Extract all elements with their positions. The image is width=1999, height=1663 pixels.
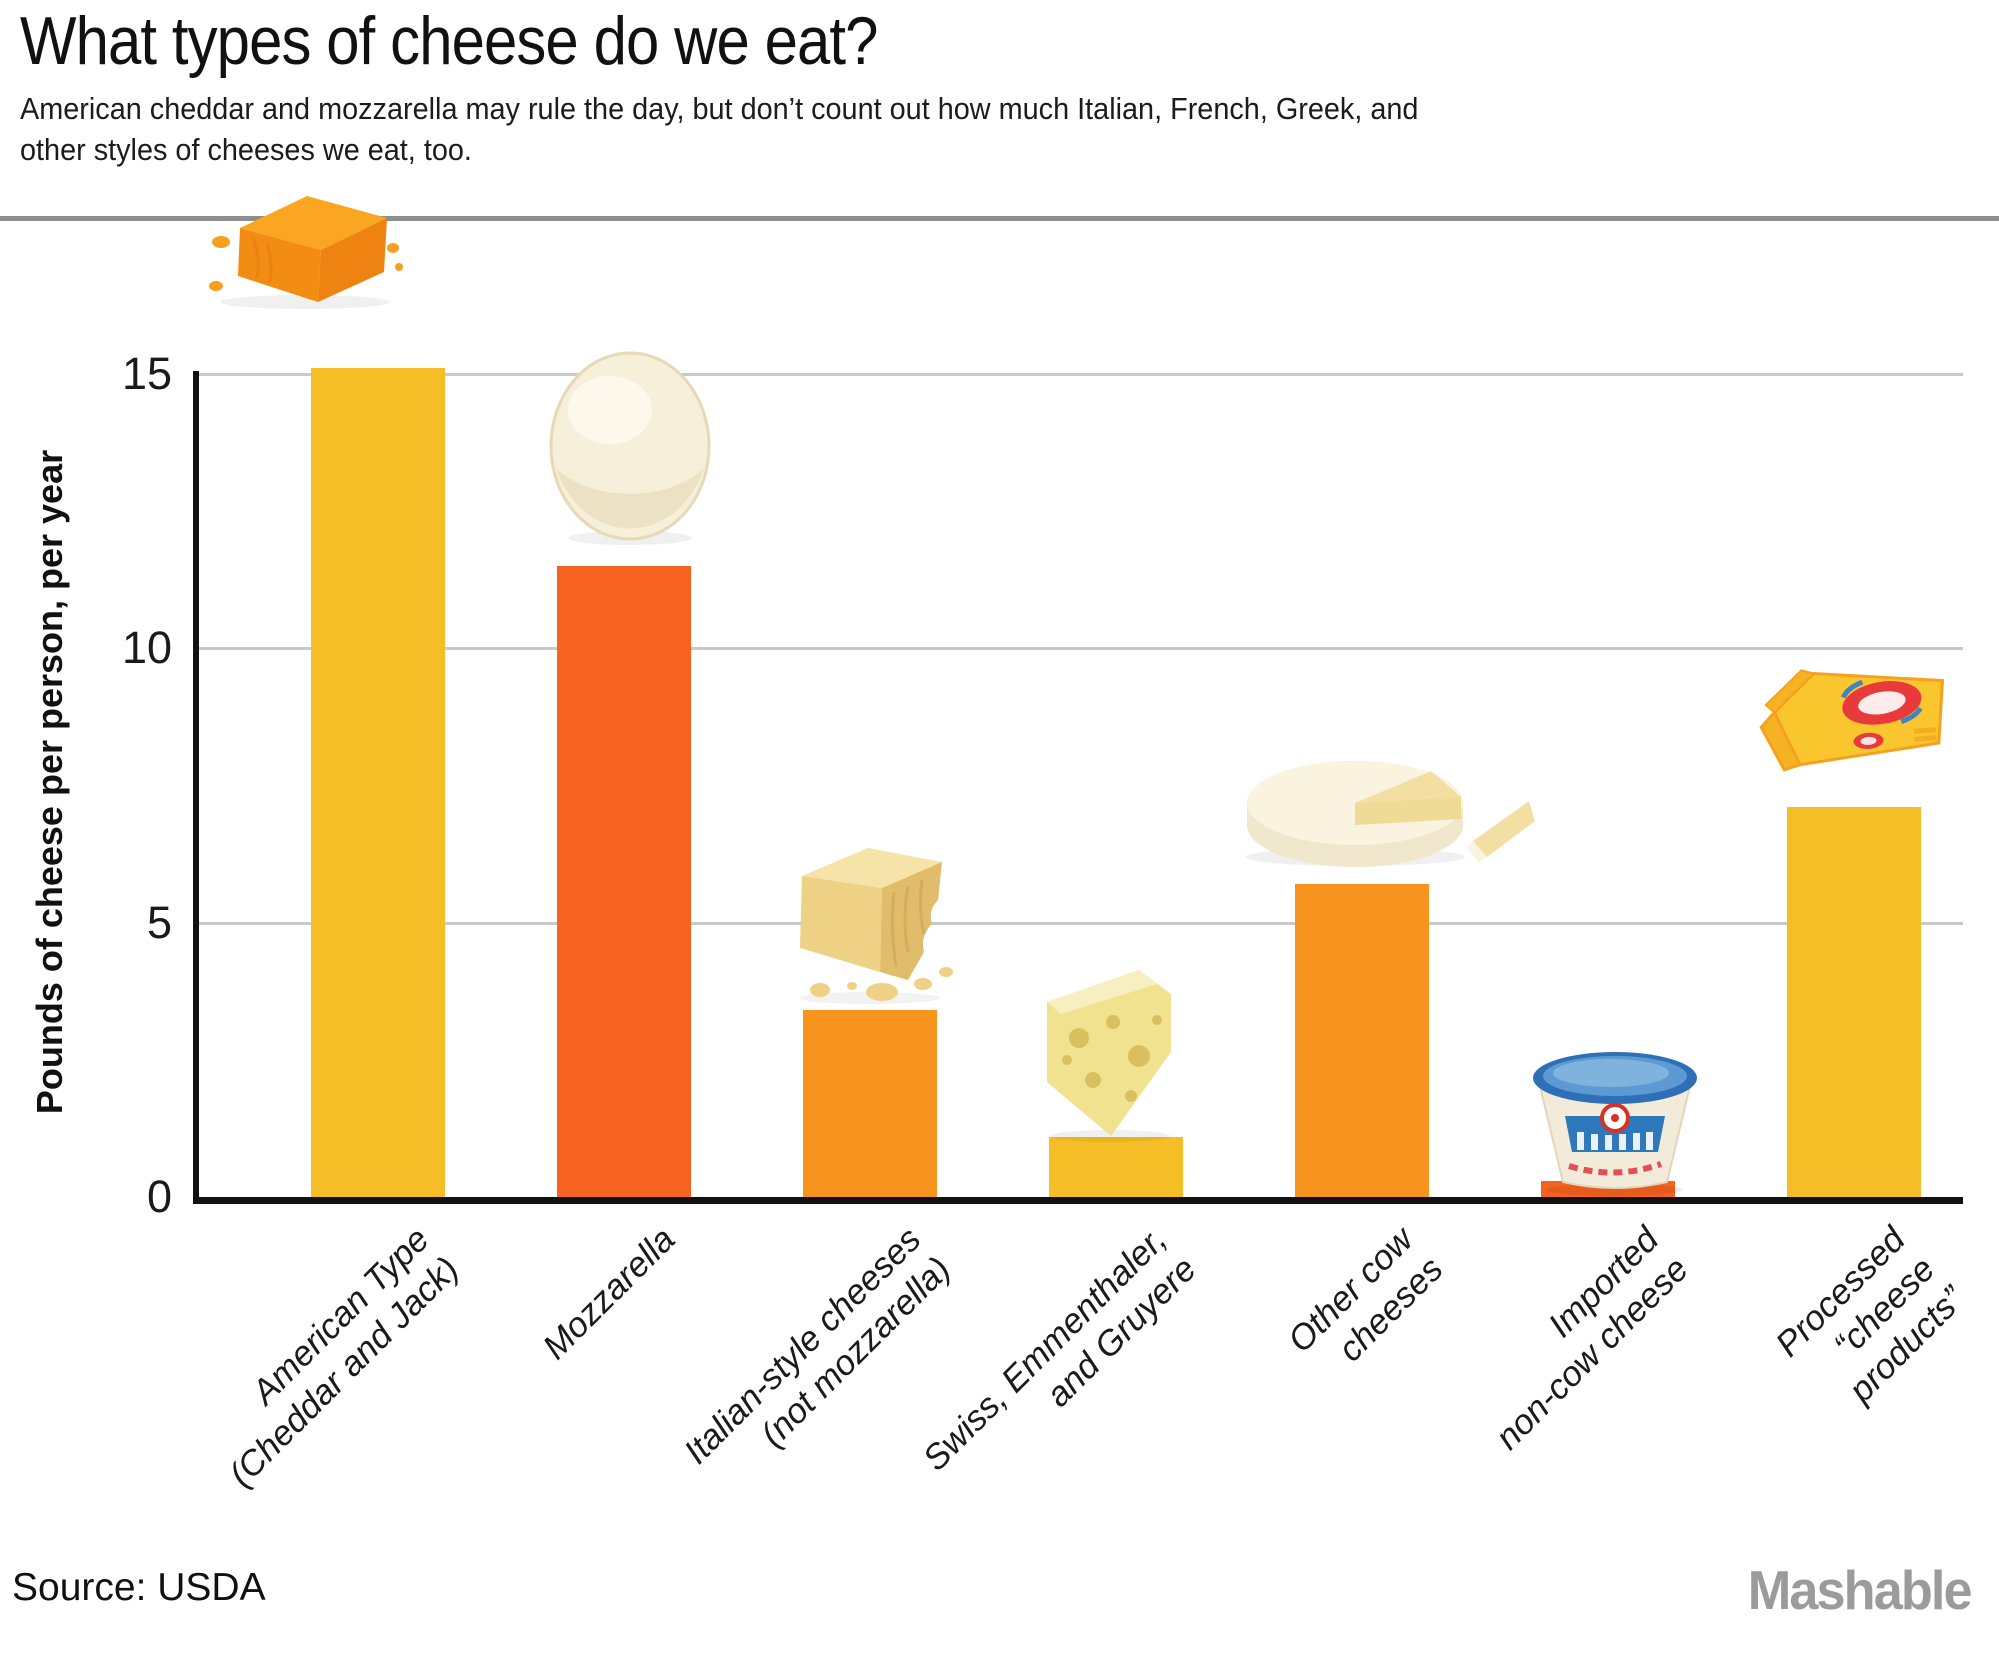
y-tick-5: 5 [146,896,172,948]
x-category-label-4: Other cow cheeses [1279,1219,1450,1370]
bar-2 [803,1010,937,1197]
mashable-logo: Mashable [1748,1559,1973,1621]
y-tick-10: 10 [121,622,172,673]
x-category-label-6: Processed “cheese products” [1767,1219,1972,1410]
y-axis-line [193,371,199,1201]
bar-6 [1787,807,1921,1197]
x-category-label-2: Italian-style cheeses (not mozzarella) [676,1219,958,1472]
x-axis-line [193,1197,1963,1204]
x-category-label-0: American Type (Cheddar and Jack) [221,1219,466,1495]
gridline-10 [196,647,1963,650]
x-category-label-1: Mozzarella [535,1219,683,1367]
gridline-15 [196,372,1963,376]
swiss-wedge-icon [1047,970,1171,1142]
subtitle-line-2: other styles of cheeses we eat, too. [20,132,472,167]
page-title: What types of cheese do we eat? [20,3,878,79]
bar-0 [311,368,445,1197]
parmesan-chunk-icon [800,848,953,1004]
bar-1 [557,565,691,1197]
processed-cheese-box-icon [1759,669,1945,772]
x-category-label-3: Swiss, Emmenthaler, and Gruyere [915,1219,1204,1479]
cheddar-block-icon [209,196,403,309]
gridline-5 [196,921,1963,925]
mozzarella-ball-icon [549,351,711,545]
feta-tub-icon [1533,1052,1697,1196]
y-tick-15: 15 [121,347,172,399]
brie-wheel-icon [1245,761,1535,867]
y-tick-0: 0 [146,1171,172,1222]
header-divider [0,216,1999,221]
bar-4 [1295,884,1429,1197]
y-axis-title: Pounds of cheese per person, per year [29,449,70,1115]
bar-3 [1049,1136,1183,1197]
subtitle-line-1: American cheddar and mozzarella may rule… [20,91,1419,126]
x-category-label-5: Imported non-cow cheese [1488,1219,1696,1458]
page-subtitle: American cheddar and mozzarella may rule… [20,88,1418,170]
source-credit: Source: USDA [12,1566,266,1609]
